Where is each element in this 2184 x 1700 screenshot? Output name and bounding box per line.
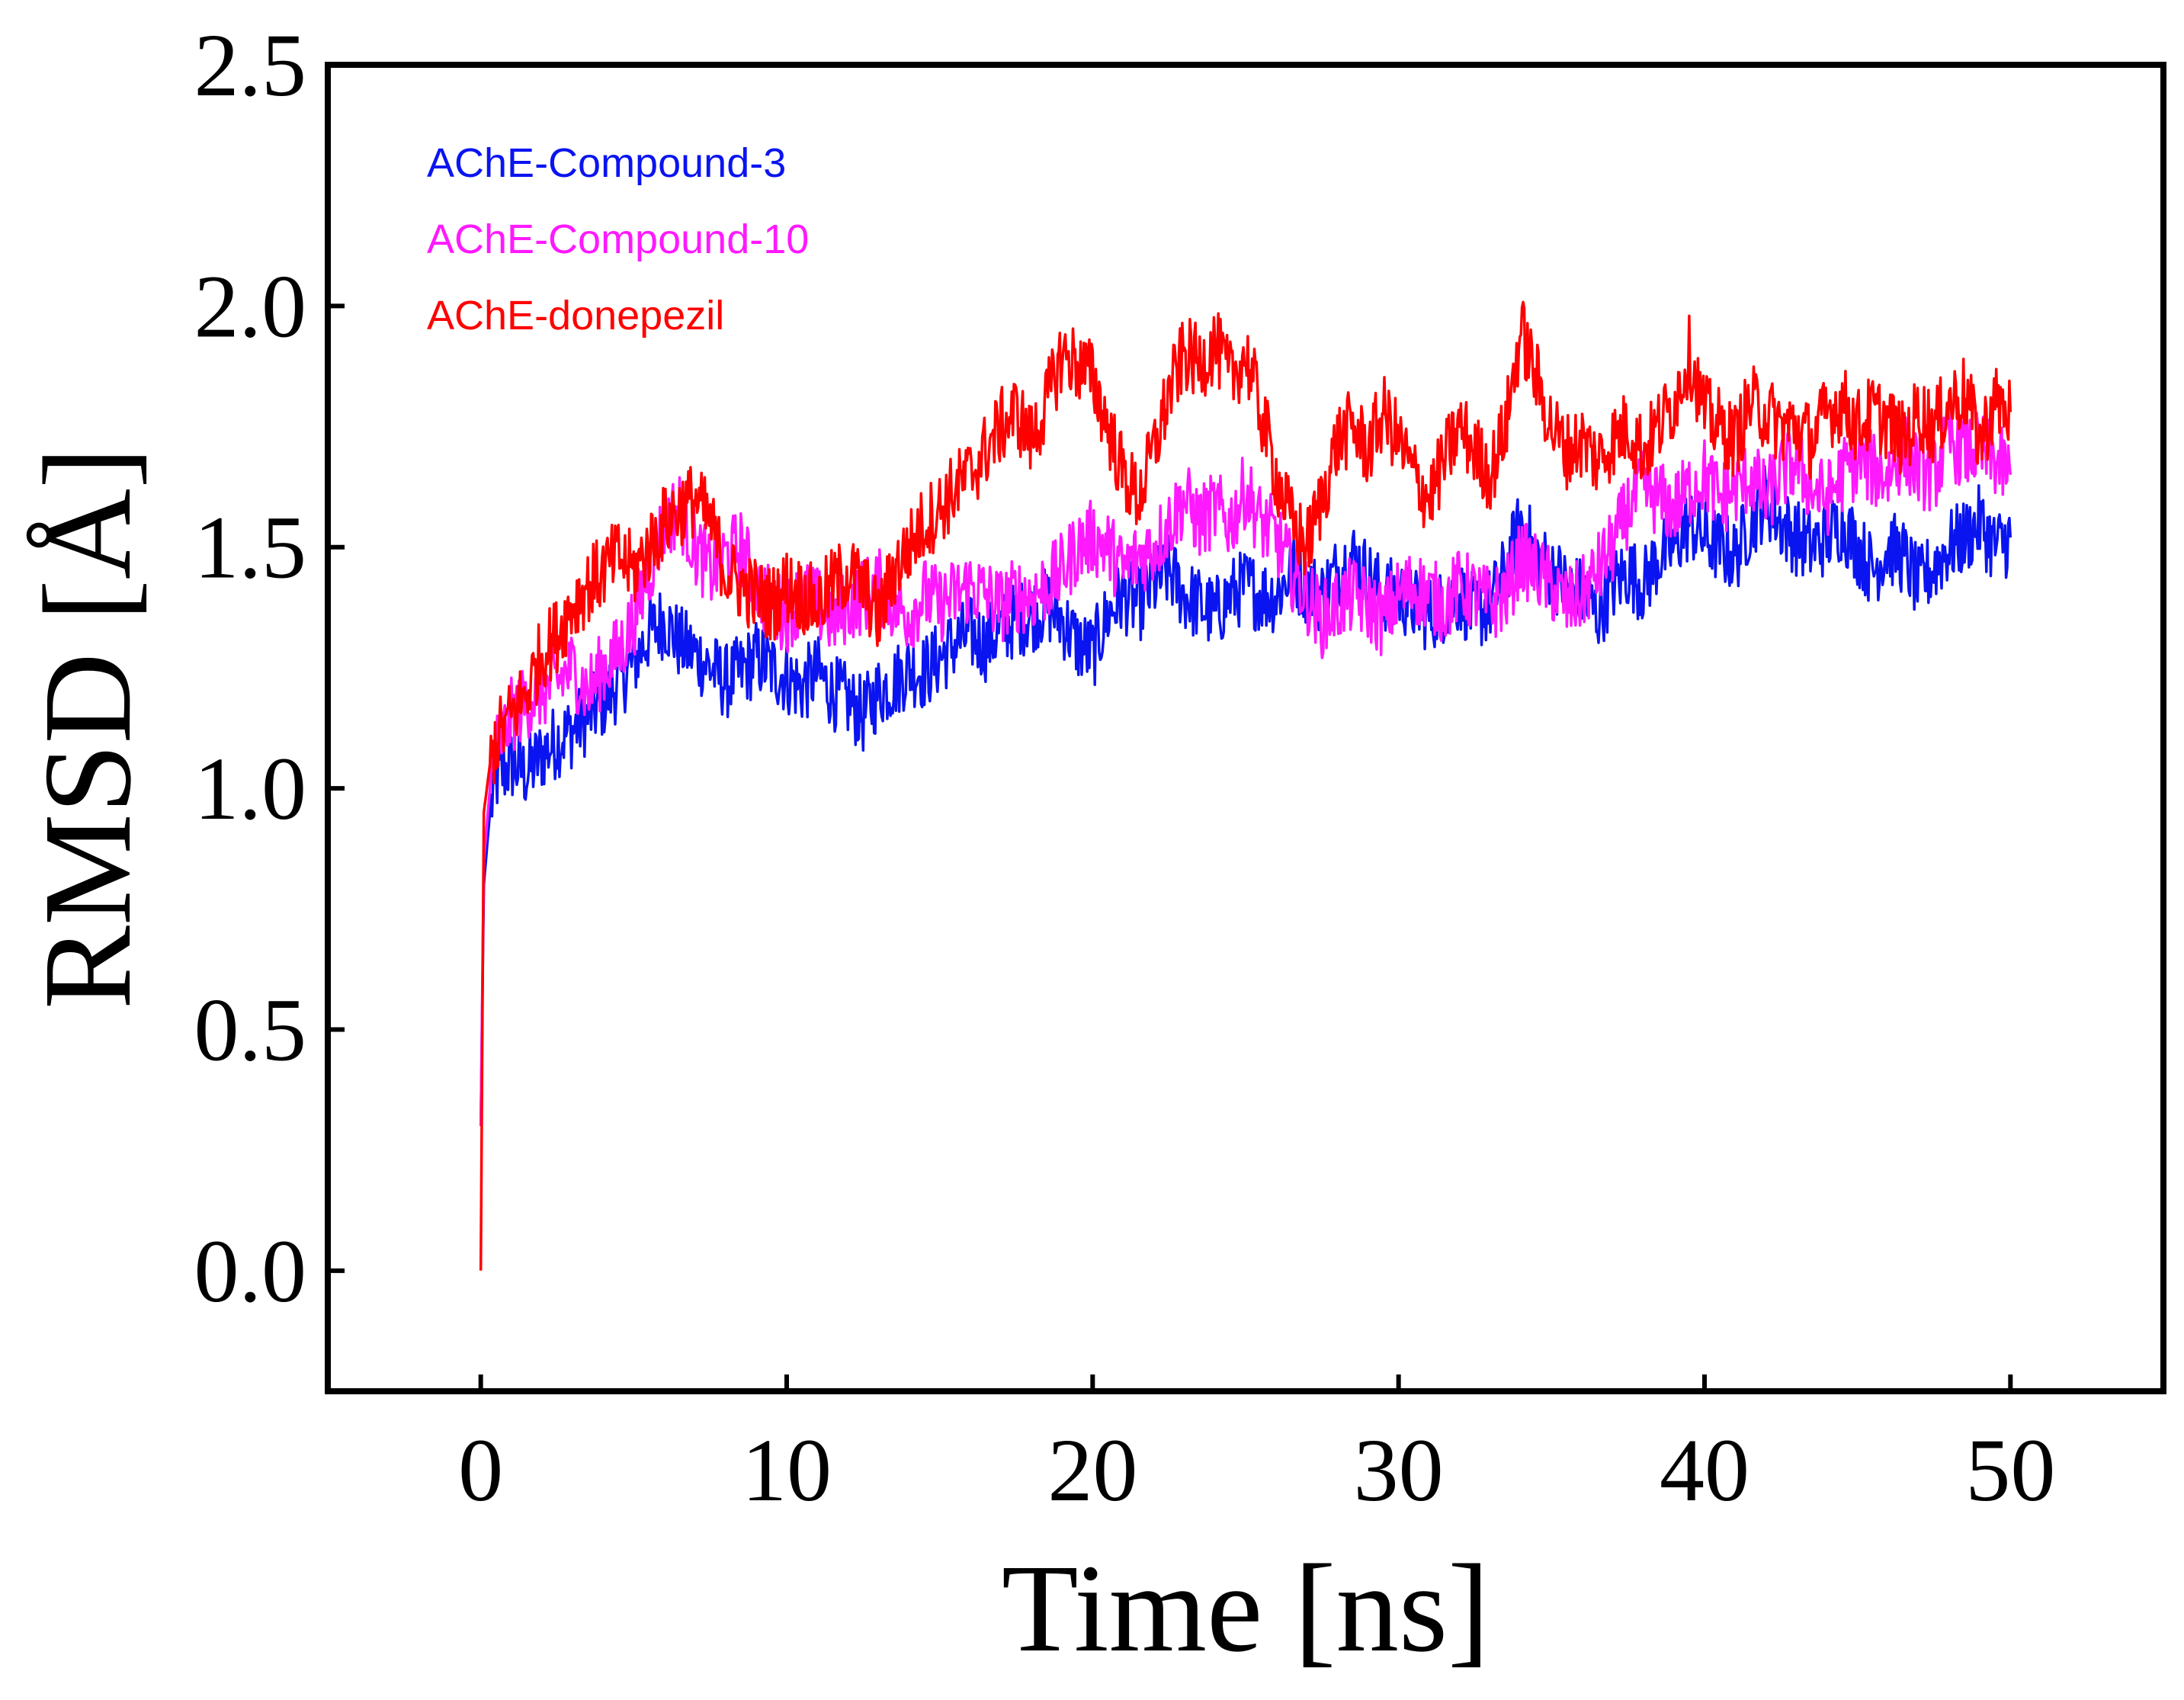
plot-frame bbox=[325, 62, 2166, 1394]
y-tick-label: 1.0 bbox=[194, 739, 307, 839]
legend-entry: AChE-Compound-10 bbox=[427, 217, 809, 262]
y-tick-label: 0.5 bbox=[194, 980, 307, 1079]
x-axis-title: Time [ns] bbox=[1002, 1538, 1490, 1678]
legend-entry: AChE-Compound-3 bbox=[427, 140, 786, 186]
legend: AChE-Compound-3 AChE-Compound-10 AChE-done… bbox=[427, 140, 809, 338]
series-line-ache-compound-3 bbox=[479, 464, 2012, 1127]
series-layer bbox=[479, 300, 2012, 1271]
y-tick-label: 2.0 bbox=[194, 256, 307, 356]
legend-entry: AChE-donepezil bbox=[427, 293, 724, 338]
x-axis-ticks: 0 10 20 30 40 50 bbox=[458, 1374, 2055, 1520]
series-line-ache-donepezil bbox=[479, 300, 2012, 1271]
x-tick-label: 20 bbox=[1047, 1420, 1137, 1520]
x-tick-label: 40 bbox=[1660, 1420, 1749, 1520]
x-tick-label: 0 bbox=[458, 1420, 503, 1520]
y-tick-label: 0.0 bbox=[194, 1221, 307, 1321]
y-tick-label: 1.5 bbox=[194, 498, 307, 598]
y-axis-ticks: 0.0 0.5 1.0 1.5 2.0 2.5 bbox=[194, 15, 345, 1321]
y-tick-label: 2.5 bbox=[194, 15, 307, 115]
x-tick-label: 30 bbox=[1354, 1420, 1444, 1520]
x-tick-label: 10 bbox=[742, 1420, 832, 1520]
y-axis-title: RMSD [Å] bbox=[18, 447, 157, 1009]
series-line-ache-compound-10 bbox=[479, 408, 2012, 1127]
x-tick-label: 50 bbox=[1965, 1420, 2055, 1520]
